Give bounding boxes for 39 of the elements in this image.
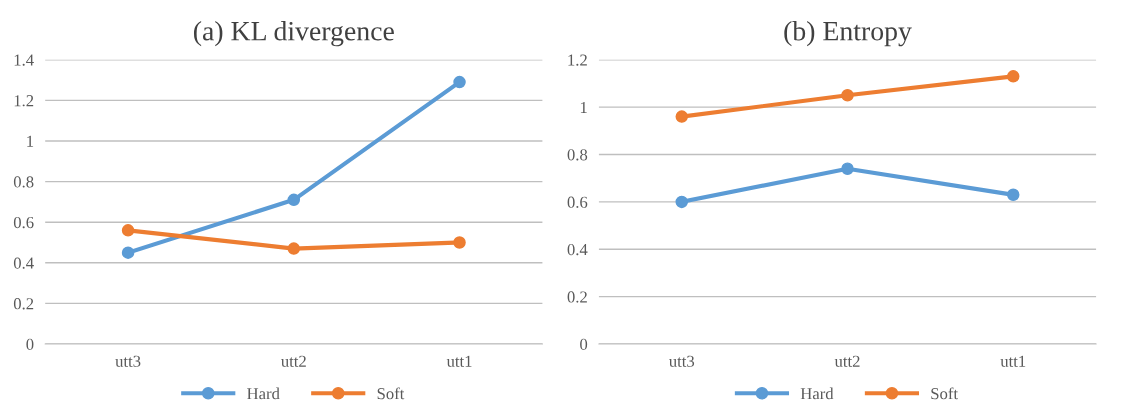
y-tick-label: 0.6 — [567, 196, 588, 208]
x-tick-label: utt3 — [115, 355, 141, 367]
point — [841, 89, 854, 102]
x-tick-label: utt1 — [446, 355, 472, 367]
y-tick-label: 1 — [580, 101, 587, 113]
point — [287, 193, 301, 207]
legend-label: Hard — [800, 387, 834, 400]
y-tick-label: 0.4 — [13, 257, 34, 269]
x-tick-label: utt2 — [834, 355, 860, 367]
point — [121, 246, 135, 259]
legend-label: Soft — [377, 387, 405, 400]
legend-label: Soft — [931, 387, 958, 400]
y-tick-label: 0.2 — [13, 298, 34, 310]
y-tick-label: 1.2 — [568, 54, 587, 66]
y-tick-label: 0.8 — [13, 176, 34, 188]
y-tick-label: 1 — [27, 135, 34, 147]
point — [841, 162, 854, 175]
y-tick-label: 0.4 — [567, 243, 588, 256]
chart-title: (a) KL divergence — [193, 21, 394, 47]
point — [453, 75, 466, 89]
point — [121, 224, 135, 237]
x-tick-label: utt3 — [669, 355, 695, 367]
y-tick-label: 0 — [580, 338, 588, 350]
point — [453, 236, 466, 249]
point — [287, 242, 301, 255]
y-tick-label: 0.2 — [567, 291, 587, 303]
x-tick-label: utt2 — [281, 355, 306, 367]
point — [675, 110, 689, 123]
y-tick-label: 1.2 — [14, 95, 34, 107]
point — [675, 195, 689, 209]
point — [1006, 188, 1020, 202]
y-tick-label: 0 — [26, 338, 34, 350]
y-tick-label: 0.8 — [567, 149, 588, 161]
y-tick-label: 0.6 — [13, 216, 34, 229]
x-tick-label: utt1 — [1000, 355, 1026, 367]
y-tick-label: 1.4 — [14, 54, 34, 66]
legend-label: Hard — [247, 387, 280, 400]
chart-title: (b) Entropy — [784, 21, 912, 47]
point — [1006, 70, 1020, 83]
